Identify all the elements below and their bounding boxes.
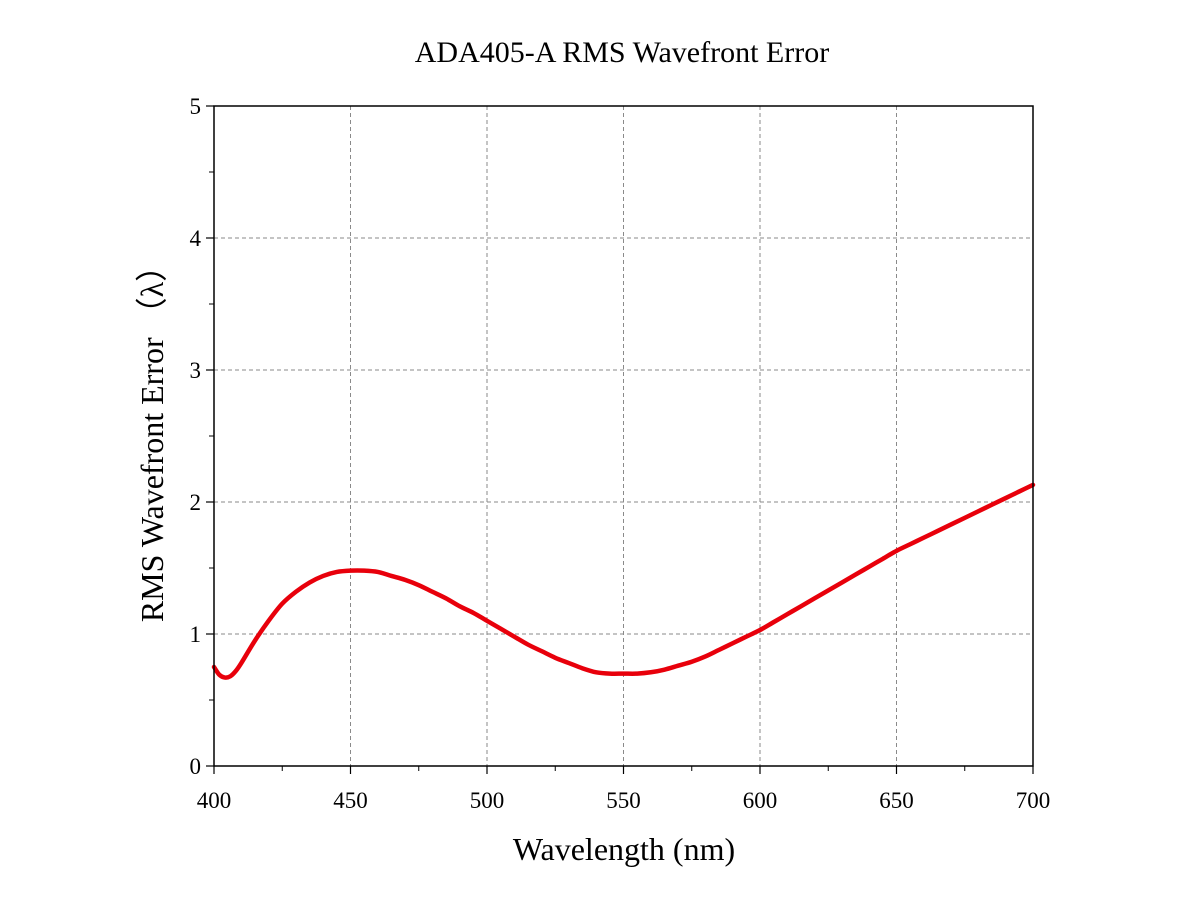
grid-lines — [214, 106, 1033, 766]
y-axis-label: RMS Wavefront Error （λ） — [134, 250, 170, 622]
y-tick-label: 0 — [190, 754, 202, 779]
tick-marks — [206, 105, 1034, 774]
x-tick-label: 700 — [1016, 788, 1051, 813]
x-tick-label: 550 — [606, 788, 641, 813]
y-tick-label: 5 — [190, 94, 202, 119]
series-layer — [211, 482, 1036, 680]
y-tick-label: 4 — [190, 226, 202, 251]
x-tick-label: 400 — [197, 788, 232, 813]
y-tick-label: 2 — [190, 490, 202, 515]
y-tick-label: 1 — [190, 622, 202, 647]
x-axis-label: Wavelength (nm) — [513, 831, 735, 867]
x-tick-labels: 400 450 500 550 600 650 700 — [197, 788, 1051, 813]
y-tick-labels: 0 1 2 3 4 5 — [190, 94, 202, 779]
series-line — [211, 482, 1036, 680]
x-tick-label: 500 — [470, 788, 505, 813]
x-tick-label: 650 — [879, 788, 914, 813]
y-tick-label: 3 — [190, 358, 202, 383]
chart-title: ADA405-A RMS Wavefront Error — [415, 36, 829, 69]
x-tick-label: 450 — [333, 788, 368, 813]
x-tick-label: 600 — [743, 788, 778, 813]
